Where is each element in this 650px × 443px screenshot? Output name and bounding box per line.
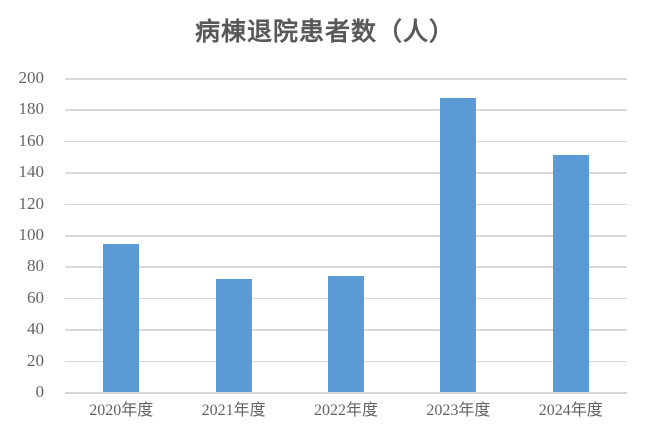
gridline (65, 140, 627, 143)
bar (328, 275, 364, 392)
y-tick-label: 180 (18, 99, 45, 119)
gridline (65, 266, 627, 268)
x-tick-label: 2023年度 (426, 402, 491, 419)
bar (552, 154, 589, 392)
x-tick-label: 2021年度 (201, 402, 266, 419)
y-tick-label: 140 (18, 162, 45, 182)
y-tick-label: 200 (18, 68, 45, 87)
bar (440, 98, 477, 392)
y-tick-label: 80 (27, 256, 44, 276)
x-tick-label: 2024年度 (538, 402, 603, 419)
plot-area (65, 78, 627, 394)
y-tick-label: 120 (18, 193, 45, 213)
y-tick-label: 60 (27, 287, 44, 307)
y-tick-label: 0 (35, 382, 45, 401)
y-tick-label: 160 (18, 130, 45, 150)
y-tick-label: 20 (27, 350, 44, 370)
x-tick-label: 2022年度 (313, 402, 378, 419)
x-tick-label: 2020年度 (89, 402, 154, 419)
gridline (65, 78, 627, 80)
y-axis-labels: 0 20 40 60 80 100 120 140 160 180 200 (0, 0, 46, 443)
chart-title: 病棟退院患者数（人） (194, 18, 455, 46)
bar (215, 278, 252, 392)
gridline (65, 235, 627, 237)
bar (103, 244, 140, 392)
y-tick-label: 100 (18, 225, 45, 244)
gridline (65, 109, 627, 111)
y-tick-label: 40 (27, 319, 44, 339)
gridline (65, 172, 627, 174)
gridline (65, 203, 627, 206)
